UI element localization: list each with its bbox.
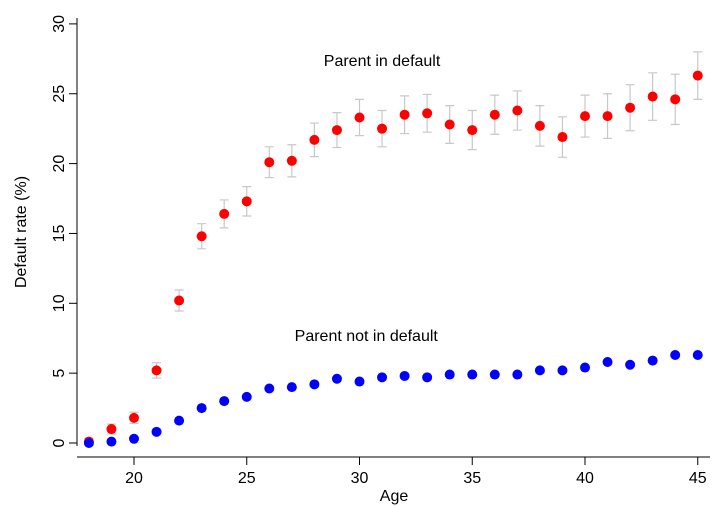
- point-parent-not-in-default: [399, 370, 410, 381]
- y-tick-label: 15: [51, 224, 68, 242]
- point-parent-in-default: [557, 132, 568, 143]
- x-tick-label: 35: [463, 470, 481, 487]
- point-parent-not-in-default: [83, 438, 94, 448]
- point-parent-not-in-default: [354, 376, 365, 387]
- point-parent-not-in-default: [331, 373, 342, 384]
- point-parent-not-in-default: [241, 391, 252, 402]
- x-tick-label: 40: [576, 470, 594, 487]
- point-parent-not-in-default: [264, 383, 275, 394]
- point-parent-in-default: [692, 70, 703, 81]
- point-parent-not-in-default: [196, 403, 207, 414]
- point-parent-not-in-default: [467, 369, 478, 380]
- point-parent-not-in-default: [219, 396, 230, 407]
- point-parent-not-in-default: [151, 426, 162, 437]
- point-parent-in-default: [377, 123, 388, 134]
- point-parent-not-in-default: [444, 369, 455, 380]
- y-axis-title: Default rate (%): [13, 176, 30, 288]
- point-parent-in-default: [241, 196, 252, 207]
- y-tick-label: 0: [51, 438, 68, 447]
- point-parent-in-default: [422, 108, 433, 119]
- point-parent-in-default: [467, 125, 478, 136]
- x-axis: 20 25 30 35 40 45: [77, 456, 710, 487]
- error-bars: [84, 51, 703, 446]
- point-parent-in-default: [602, 111, 613, 122]
- point-parent-in-default: [444, 119, 455, 130]
- x-tick-label: 20: [125, 470, 143, 487]
- point-parent-not-in-default: [647, 355, 658, 366]
- point-parent-not-in-default: [670, 349, 681, 360]
- point-parent-in-default: [512, 105, 523, 116]
- y-tick-label: 5: [51, 369, 68, 378]
- point-parent-not-in-default: [489, 369, 500, 380]
- point-parent-in-default: [129, 412, 139, 423]
- point-parent-in-default: [151, 365, 162, 376]
- annotation-parent-not-in-default: Parent not in default: [295, 328, 439, 345]
- y-axis: 0 5 10 15 20 25 30: [51, 15, 78, 447]
- point-parent-not-in-default: [129, 433, 139, 444]
- point-parent-in-default: [309, 134, 320, 145]
- point-parent-not-in-default: [422, 372, 433, 383]
- y-tick-label: 20: [51, 155, 68, 173]
- point-parent-not-in-default: [377, 372, 388, 383]
- point-parent-not-in-default: [625, 359, 636, 370]
- x-axis-title: Age: [380, 488, 409, 505]
- point-parent-not-in-default: [557, 365, 568, 376]
- point-parent-not-in-default: [580, 362, 590, 373]
- y-tick-label: 30: [51, 15, 68, 33]
- point-parent-in-default: [196, 231, 207, 242]
- point-parent-not-in-default: [309, 379, 320, 390]
- point-parent-in-default: [670, 94, 681, 105]
- point-parent-in-default: [489, 109, 500, 120]
- point-parent-in-default: [354, 112, 365, 123]
- point-parent-not-in-default: [106, 436, 117, 447]
- point-parent-in-default: [264, 157, 275, 168]
- annotation-parent-in-default: Parent in default: [324, 53, 441, 70]
- y-tick-label: 10: [51, 294, 68, 312]
- point-parent-in-default: [625, 102, 636, 113]
- x-tick-label: 25: [238, 470, 256, 487]
- point-parent-in-default: [106, 424, 117, 435]
- point-parent-in-default: [286, 155, 297, 166]
- point-parent-not-in-default: [512, 369, 523, 380]
- point-parent-not-in-default: [692, 349, 703, 360]
- x-tick-label: 30: [351, 470, 369, 487]
- point-parent-not-in-default: [174, 415, 185, 426]
- point-parent-in-default: [174, 295, 185, 306]
- point-parent-in-default: [647, 91, 658, 102]
- data-points: [83, 70, 703, 448]
- point-parent-in-default: [580, 111, 590, 122]
- point-parent-not-in-default: [602, 356, 613, 367]
- point-parent-in-default: [219, 208, 230, 219]
- point-parent-in-default: [331, 125, 342, 136]
- y-tick-label: 25: [51, 85, 68, 103]
- x-tick-label: 45: [689, 470, 707, 487]
- point-parent-in-default: [399, 109, 410, 120]
- point-parent-not-in-default: [286, 382, 297, 393]
- point-parent-in-default: [534, 120, 545, 131]
- point-parent-not-in-default: [534, 365, 545, 376]
